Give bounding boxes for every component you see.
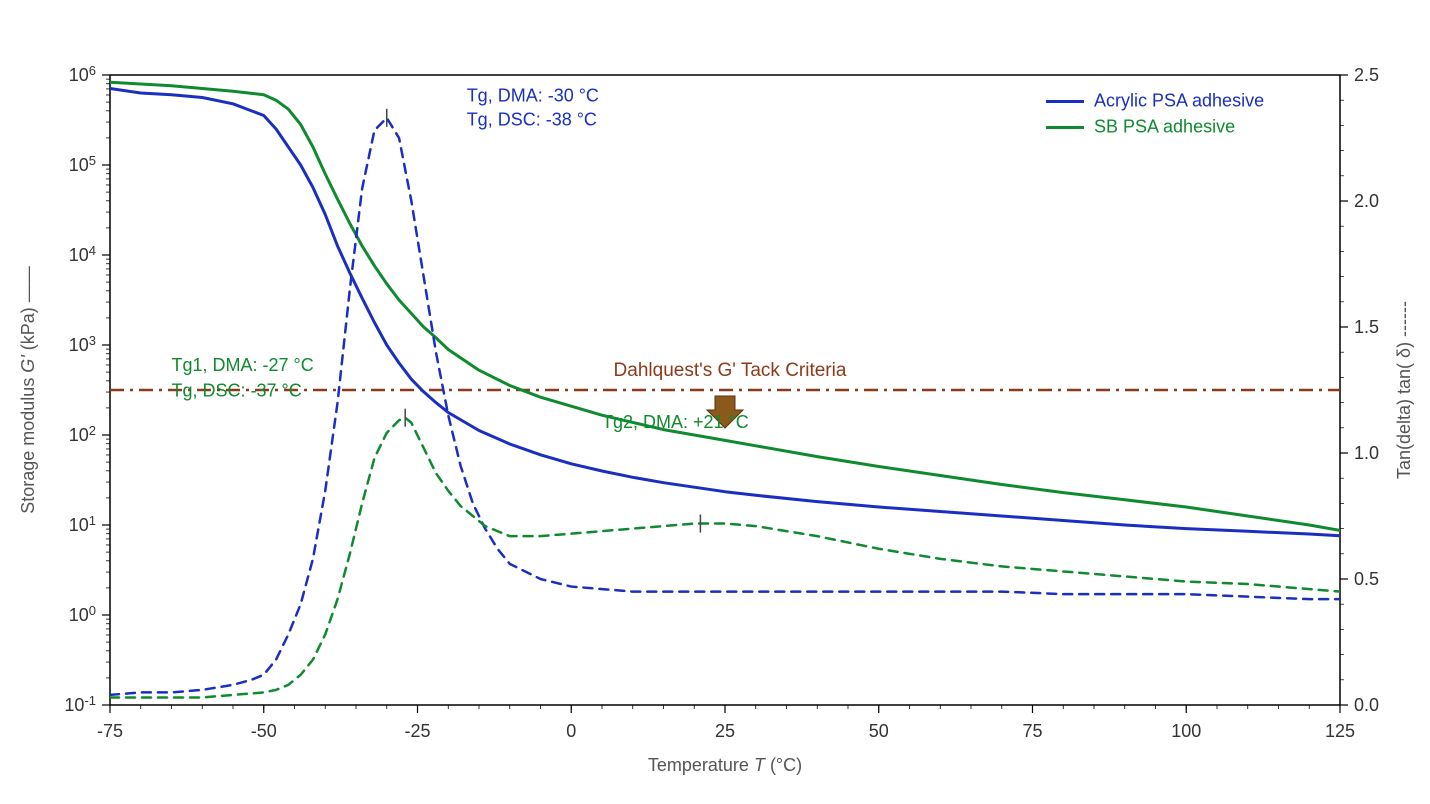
legend-label: SB PSA adhesive: [1094, 117, 1235, 137]
y-left-axis-label: Storage modulus G' (kPa) ——: [18, 266, 38, 514]
x-tick-label: 125: [1325, 721, 1355, 741]
y-right-tick-label: 2.5: [1354, 65, 1379, 85]
x-tick-label: 75: [1022, 721, 1042, 741]
annotation-sb-tg1-dma: Tg1, DMA: -27 °C: [172, 355, 314, 375]
y-right-tick-label: 0.5: [1354, 569, 1379, 589]
x-tick-label: 25: [715, 721, 735, 741]
y-right-tick-label: 2.0: [1354, 191, 1379, 211]
svg-text:Tan(delta) tan( δ) ------: Tan(delta) tan( δ) ------: [1394, 301, 1414, 479]
y-left-tick-label: 102: [69, 423, 96, 445]
y-left-tick-label: 10-1: [64, 693, 96, 715]
x-tick-label: 100: [1171, 721, 1201, 741]
y-left-tick-label: 105: [69, 153, 96, 175]
x-tick-label: 50: [869, 721, 889, 741]
y-left-tick-label: 103: [69, 333, 96, 355]
x-tick-label: -25: [404, 721, 430, 741]
annotation-acrylic-tg-dsc: Tg, DSC: -38 °C: [467, 109, 597, 129]
y-right-tick-label: 1.0: [1354, 443, 1379, 463]
dahlquist-label: Dahlquest's G' Tack Criteria: [614, 360, 847, 381]
y-right-tick-label: 1.5: [1354, 317, 1379, 337]
svg-text:Storage modulus G' (kPa) ——: Storage modulus G' (kPa) ——: [18, 266, 38, 514]
annotation-sb-tg2-dma: Tg2, DMA: +21 °C: [602, 412, 749, 432]
x-tick-label: -50: [251, 721, 277, 741]
y-left-tick-label: 106: [69, 63, 96, 85]
y-right-axis-label: Tan(delta) tan( δ) ------: [1394, 301, 1414, 479]
y-left-tick-label: 104: [69, 243, 96, 265]
annotation-acrylic-tg-dma: Tg, DMA: -30 °C: [467, 85, 599, 105]
annotation-sb-tg-dsc: Tg, DSC: -37 °C: [172, 380, 302, 400]
y-left-tick-label: 101: [69, 513, 96, 535]
chart-container: -75 -50 -25 0 25 50 75 100 125 Temperature T (°C)…: [0, 0, 1430, 804]
legend-label: Acrylic PSA adhesive: [1094, 91, 1264, 111]
series-acrylic_Gprime: [110, 89, 1340, 536]
series-sb_Gprime: [110, 82, 1340, 530]
x-axis-label: Temperature T (°C): [648, 755, 802, 775]
y-left-tick-label: 100: [69, 603, 96, 625]
x-tick-label: 0: [566, 721, 576, 741]
y-right-tick-label: 0.0: [1354, 695, 1379, 715]
series-sb_tandelta: [110, 418, 1340, 698]
chart-svg: -75 -50 -25 0 25 50 75 100 125 Temperature T (°C)…: [0, 0, 1430, 804]
x-tick-label: -75: [97, 721, 123, 741]
